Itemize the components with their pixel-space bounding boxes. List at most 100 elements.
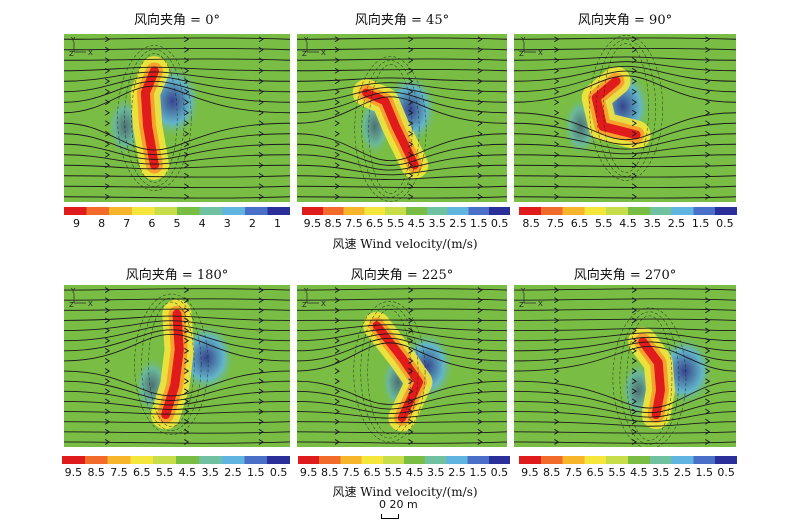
flow-field-svg: YZ X: [297, 34, 507, 202]
colorbar-tick: 1.5: [691, 217, 710, 230]
panel-title: 风向夹角 = 45°: [354, 13, 450, 28]
colorbar-tick: 5: [173, 217, 181, 230]
panel-title: 风向夹角 = 180°: [125, 268, 229, 283]
colorbar-tick: 5.5: [608, 466, 626, 479]
svg-text:Y: Y: [70, 36, 76, 44]
colorbar-tick: 5.5: [386, 217, 405, 230]
colorbar-tick: 8.5: [324, 217, 342, 230]
colorbar-tick: 2.5: [449, 217, 467, 230]
svg-text:Z: Z: [519, 50, 524, 58]
colorbar: [519, 207, 737, 215]
colorbar-tick: 8: [98, 217, 106, 230]
colorbar-tick: 2.5: [224, 466, 242, 479]
svg-text:Y: Y: [520, 287, 526, 295]
flow-field-svg: YZ X: [64, 34, 290, 202]
flow-field-svg: YZ X: [297, 285, 507, 447]
colorbar-tick: 8.5: [542, 466, 561, 479]
colorbar-tick: 2.5: [673, 466, 692, 479]
colorbar-tick: 1: [273, 217, 281, 230]
scale-bar: 0 20 m: [379, 498, 439, 522]
panel-title: 风向夹角 = 0°: [134, 13, 220, 28]
colorbar-tick: 1.5: [470, 217, 488, 230]
colorbar-tick: 3: [223, 217, 231, 230]
scale-bar-label: 0 20 m: [379, 498, 418, 511]
colorbar-tick: 0.5: [269, 466, 288, 479]
colorbar-tick: 7.5: [342, 466, 360, 479]
colorbar-tick: 9.5: [521, 466, 539, 479]
colorbar-tick: 5.5: [595, 217, 613, 230]
colorbar-tick: 4.5: [619, 217, 637, 230]
colorbar-tick: 2: [248, 217, 256, 230]
svg-text:X: X: [538, 300, 543, 308]
colorbar-tick: 0.5: [490, 466, 509, 479]
colorbar-tick: 3.5: [428, 217, 446, 230]
colorbar-tick: 6.5: [363, 466, 381, 479]
colorbar-label: 风速 Wind velocity/(m/s): [332, 485, 478, 499]
svg-text:X: X: [321, 300, 326, 308]
svg-text:Z: Z: [69, 301, 74, 309]
colorbar-tick: 1.5: [469, 466, 487, 479]
colorbar: [519, 456, 737, 464]
colorbar: [302, 207, 510, 215]
svg-text:X: X: [538, 49, 543, 57]
colorbar-label: 风速 Wind velocity/(m/s): [332, 237, 478, 251]
colorbar-tick: 0.5: [716, 217, 734, 230]
panel-title: 风向夹角 = 270°: [573, 268, 677, 283]
svg-text:Z: Z: [302, 301, 307, 309]
panel-title: 风向夹角 = 90°: [577, 13, 673, 28]
colorbar-tick: 5.5: [155, 466, 174, 479]
colorbar-tick: 9.5: [299, 466, 318, 479]
colorbar-tick: 7.5: [564, 466, 583, 479]
flow-field-svg: YZ X: [514, 34, 736, 202]
colorbar: [62, 456, 290, 464]
colorbar-tick: 7.5: [110, 466, 128, 479]
colorbar-tick: 6: [148, 217, 156, 230]
colorbar-tick: 7.5: [546, 217, 565, 230]
colorbar-tick: 8.5: [522, 217, 540, 230]
colorbar-tick: 8.5: [87, 466, 105, 479]
colorbar-tick: 6.5: [586, 466, 605, 479]
svg-text:Z: Z: [302, 50, 307, 58]
colorbar-tick: 7.5: [345, 217, 363, 230]
scale-bar-line: [381, 514, 399, 519]
colorbar-tick: 6.5: [366, 217, 384, 230]
svg-text:Y: Y: [303, 36, 309, 44]
colorbar-tick: 3.5: [651, 466, 670, 479]
colorbar: [298, 456, 510, 464]
svg-text:X: X: [88, 300, 93, 308]
colorbar-tick: 9: [73, 217, 81, 230]
colorbar-tick: 1.5: [695, 466, 714, 479]
colorbar-tick: 9.5: [64, 466, 83, 479]
svg-text:Z: Z: [69, 50, 74, 58]
colorbar-tick: 8.5: [321, 466, 339, 479]
svg-text:Y: Y: [70, 287, 76, 295]
panel-title: 风向夹角 = 225°: [350, 268, 454, 283]
svg-text:Z: Z: [519, 301, 524, 309]
colorbar-tick: 7: [123, 217, 131, 230]
colorbar-tick: 4.5: [178, 466, 197, 479]
colorbar-tick: 2.5: [448, 466, 466, 479]
svg-text:Y: Y: [520, 36, 526, 44]
colorbar-tick: 0.5: [717, 466, 735, 479]
colorbar-tick: 4: [198, 217, 206, 230]
colorbar: [64, 207, 290, 215]
svg-text:X: X: [321, 49, 326, 57]
colorbar-tick: 9.5: [303, 217, 322, 230]
colorbar-tick: 1.5: [247, 466, 265, 479]
colorbar-tick: 3.5: [643, 217, 661, 230]
flow-field-svg: YZ X: [64, 285, 290, 447]
colorbar-tick: 3.5: [201, 466, 219, 479]
svg-text:Y: Y: [303, 287, 309, 295]
flow-field-svg: YZ X: [514, 285, 736, 447]
colorbar-tick: 4.5: [405, 466, 424, 479]
colorbar-tick: 6.5: [570, 217, 589, 230]
colorbar-tick: 3.5: [427, 466, 445, 479]
colorbar-tick: 5.5: [384, 466, 403, 479]
colorbar-tick: 2.5: [667, 217, 686, 230]
